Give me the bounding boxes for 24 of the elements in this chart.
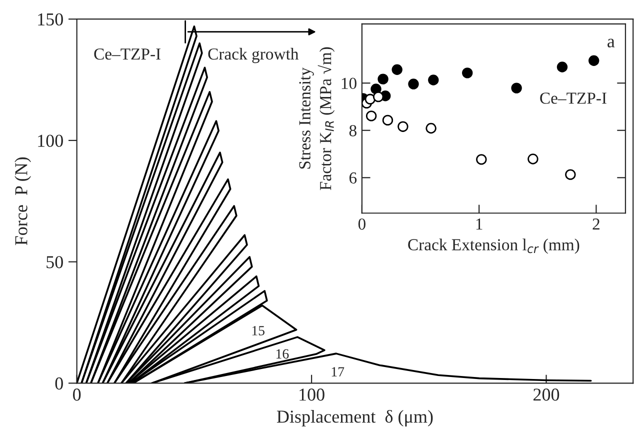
x-tick-label: 200 xyxy=(534,388,560,401)
y-tick-label: 100 xyxy=(38,134,63,147)
x-tick-label: 1 xyxy=(476,218,482,230)
x-tick-label: 100 xyxy=(300,388,324,401)
series-label: 17 xyxy=(332,367,344,376)
annotation: Crack growth xyxy=(208,48,299,64)
x-tick-label: 0 xyxy=(358,218,366,230)
y-tick-label: 0 xyxy=(55,377,63,390)
x-tick-label: 0 xyxy=(73,388,81,401)
annotation: Ce–TZP-I xyxy=(540,92,606,104)
y-tick-label: 8 xyxy=(349,125,356,136)
y-axis-title: Stress Intensity Factor K$_{IR}$ (MPa √m) xyxy=(299,47,335,190)
x-tick-label: 2 xyxy=(592,218,600,230)
annotation: Ce–TZP-I xyxy=(94,48,161,60)
annotation: a xyxy=(608,38,615,48)
y-tick-label: 10 xyxy=(342,78,356,90)
y-tick-label: 50 xyxy=(46,256,63,268)
y-tick-label: 6 xyxy=(349,172,357,184)
series-label: 15 xyxy=(252,326,264,336)
x-axis-title: Crack Extension l$_{cr}$ (mm) xyxy=(408,238,580,254)
x-axis-title: Displacement δ (μm) xyxy=(276,410,433,426)
y-axis-title: Force P (N) xyxy=(14,157,31,246)
series-label: 16 xyxy=(276,349,289,359)
y-tick-label: 150 xyxy=(38,13,63,26)
